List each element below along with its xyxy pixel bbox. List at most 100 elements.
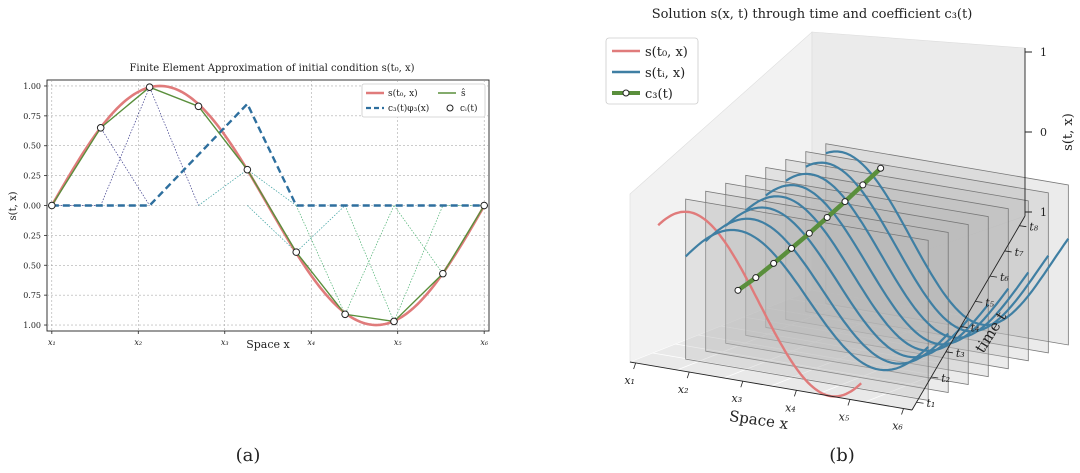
x-tick-label: x₃ [221, 338, 229, 347]
x-tick-label: x₂ [678, 383, 689, 396]
t-tick-mark [975, 300, 983, 303]
basis-hat-3 [100, 86, 199, 206]
c3-marker [877, 164, 885, 172]
x-tick-label: x₄ [307, 338, 315, 347]
y-tick-label: 0.00 [23, 202, 41, 211]
solution-curve-t1 [684, 228, 929, 372]
panel-b-z-ticks: 1 0 1 [1025, 46, 1047, 219]
t-tick-label: t₆ [1000, 271, 1009, 284]
basis-hat-9 [393, 205, 485, 275]
c3-marker [823, 213, 831, 221]
t-tick-label: t₄ [971, 322, 980, 335]
x-tick-label: x₂ [134, 338, 142, 347]
y-tick-label: 1.00 [23, 321, 41, 330]
z-tick-label: 1 [1040, 206, 1047, 219]
coefficient-marker [341, 310, 349, 319]
floor-grid-line [698, 334, 981, 384]
panel-b-caption: (b) [829, 445, 855, 466]
x-tick-label: x₁ [48, 338, 56, 347]
panel-b-x-ticks: x₁ x₂ x₃ x₄ x₅ x₆ [624, 362, 904, 433]
coefficient-marker [390, 317, 398, 326]
basis-hat-2 [51, 127, 150, 206]
y-tick-label: 1.00 [23, 82, 41, 91]
x-tick-mark [901, 408, 904, 415]
panel-a-y-ticks: 1.00 0.75 0.50 0.25 0.00 0.25 0.50 0.75 1.00 [23, 82, 47, 330]
t-tick-label: t₇ [1015, 246, 1024, 259]
coefficient-marker [439, 269, 447, 278]
t-tick-mark [989, 275, 998, 278]
legend-label-s-t0: s(t₀, x) [388, 88, 418, 99]
x-tick-label: x₃ [731, 392, 742, 405]
panel-b: Solution s(x, t) through time and coeffi… [605, 7, 1080, 466]
panel-b-zlabel: s(t, x) [1061, 113, 1076, 151]
y-tick-label: 0.25 [23, 231, 41, 240]
legend-label-c3: c₃(t) [645, 87, 673, 102]
panel-b-title: Solution s(x, t) through time and coeffi… [652, 7, 973, 22]
x-tick-label: x₆ [480, 338, 489, 347]
c3-marker [787, 244, 795, 252]
y-tick-label: 0.50 [23, 261, 41, 270]
legend-swatch-c3-marker [622, 89, 630, 97]
solution-curve-t4 [745, 195, 990, 352]
basis-hat-7 [295, 205, 395, 316]
panel-a-coefficient-markers [48, 83, 488, 326]
t-tick-label: t₁ [927, 397, 936, 410]
basis-hat-8 [344, 205, 444, 323]
x-tick-mark [740, 381, 744, 388]
panel-a-caption: (a) [236, 445, 261, 466]
panel-b-legend-box [605, 37, 699, 105]
t-tick-mark [960, 326, 968, 328]
floor-grid-line [675, 343, 958, 393]
x-tick-mark [794, 390, 797, 397]
x-tick-mark [686, 371, 690, 379]
t-tick-label: t₂ [941, 372, 950, 385]
time-plane [705, 190, 949, 393]
legend-label-c3-phi3: c₃(t)φ₃(x) [388, 103, 429, 114]
legend-label-s-ti: s(tᵢ, x) [645, 66, 685, 81]
t-tick-mark [1004, 250, 1012, 253]
panel-a-x-ticks: x₁ x₂ x₃ x₄ x₅ x₆ [48, 331, 489, 347]
series-c3-phi3 [51, 101, 485, 207]
time-plane [785, 159, 1029, 362]
coefficient-marker [480, 201, 488, 210]
panel-b-legend: s(t₀, x) s(tᵢ, x) c₃(t) [605, 37, 699, 105]
basis-hat-6 [247, 205, 346, 253]
coefficient-marker [96, 124, 105, 132]
panel-a: Finite Element Approximation of initial … [8, 63, 490, 466]
solution-curve-t8 [825, 150, 1070, 327]
time-plane [805, 151, 1049, 354]
c3-marker [805, 229, 813, 237]
legend-label-s-t0-3d: s(t₀, x) [645, 45, 688, 60]
y-tick-label: 0.75 [23, 112, 41, 121]
floor-grid-line [766, 307, 1049, 357]
t-tick-label: t₃ [956, 347, 965, 360]
x-tick-label: x₁ [624, 374, 635, 387]
c3-marker [859, 181, 867, 189]
t-tick-mark [916, 401, 924, 404]
panel-a-xlabel: Space x [246, 338, 290, 351]
x-tick-mark [633, 362, 637, 370]
panel-a-ylabel: s(t, x) [8, 191, 19, 220]
panel-b-t-ticks: t₁ t₂ t₃ t₄ t₅ t₆ t₇ t₈ [916, 221, 1039, 410]
solution-curve-t5 [765, 183, 1010, 346]
panel-b-x-axis [629, 361, 913, 411]
panel-a-title: Finite Element Approximation of initial … [129, 63, 414, 74]
coefficient-marker [243, 165, 252, 174]
x-tick-label: x₅ [394, 338, 403, 347]
coefficient-marker [194, 102, 203, 111]
coefficient-marker [145, 83, 154, 91]
x-tick-label: x₅ [839, 410, 850, 423]
x-tick-mark [847, 399, 851, 406]
floor-grid-line [789, 298, 1072, 348]
floor-grid-line [652, 352, 935, 402]
floor-grid-line [720, 325, 1004, 375]
c3-marker [734, 286, 742, 294]
floor-grid-line [743, 316, 1026, 366]
panel-a-legend: s(t₀, x) ŝ c₃(t)φ₃(x) cᵢ(t) [361, 83, 486, 118]
y-tick-label: 0.75 [23, 291, 41, 300]
panel-a-legend-box [361, 83, 486, 118]
legend-label-ci: cᵢ(t) [460, 103, 478, 114]
solution-curve-t6 [785, 172, 1030, 339]
y-tick-label: 0.50 [23, 142, 41, 151]
